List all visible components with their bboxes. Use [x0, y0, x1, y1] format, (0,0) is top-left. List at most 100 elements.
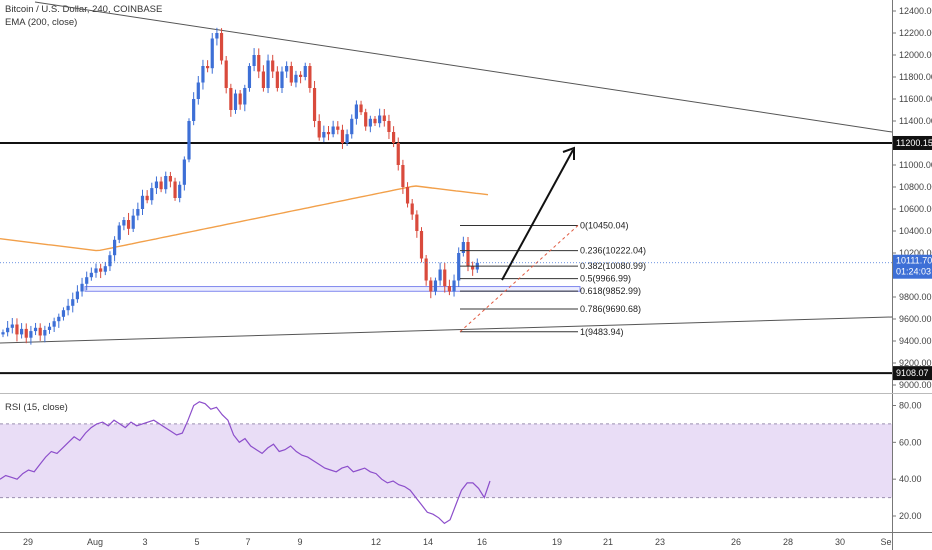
candle-body — [415, 214, 419, 231]
candle-body — [392, 132, 396, 143]
candle-body — [224, 60, 228, 88]
candle-body — [396, 143, 400, 165]
candle-body — [122, 220, 126, 226]
candle-body — [215, 33, 219, 39]
rsi-tick-label: 60.00 — [899, 437, 922, 447]
candle-body — [285, 66, 289, 72]
time-tick-label: 30 — [835, 537, 845, 547]
candle-body — [243, 88, 247, 105]
key-level-tag — [893, 366, 932, 381]
candle-body — [443, 269, 447, 286]
candle-body — [113, 239, 117, 256]
candle-body — [336, 126, 340, 130]
price-tick-label: 9000.00 — [899, 380, 932, 390]
candle-body — [350, 118, 354, 135]
candle-body — [136, 209, 140, 216]
support-zone — [84, 286, 581, 292]
fib-level-label: 1(9483.94) — [580, 327, 624, 337]
candle-body — [154, 181, 159, 189]
candle-body — [419, 231, 424, 259]
candle-body — [52, 321, 56, 327]
candle-body — [364, 112, 368, 127]
time-tick-label: 7 — [245, 537, 250, 547]
fib-level-label: 0.236(10222.04) — [580, 246, 646, 256]
rsi-tick-label: 20.00 — [899, 511, 922, 521]
candle-body — [275, 71, 279, 88]
price-tick-label: 9400.00 — [899, 336, 932, 346]
candle-body — [1, 332, 5, 335]
candle-body — [182, 159, 186, 185]
price-tick-label: 12000.00 — [899, 50, 932, 60]
time-tick-label: 28 — [783, 537, 793, 547]
candle-body — [345, 134, 349, 143]
time-tick-label: 9 — [297, 537, 302, 547]
price-tick-label: 9600.00 — [899, 314, 932, 324]
candle-body — [94, 268, 98, 273]
candle-body — [308, 66, 312, 88]
candle-body — [359, 104, 363, 113]
candle-body — [57, 316, 61, 322]
candle-body — [322, 132, 326, 138]
fib-level-label: 0.786(9690.68) — [580, 304, 641, 314]
descending-trendline — [34, 1, 893, 133]
candle-body — [289, 66, 293, 83]
projection-arrow-head — [562, 146, 575, 160]
rsi-line — [0, 401, 491, 525]
price-tick-label: 12400.00 — [899, 6, 932, 16]
candle-body — [294, 74, 298, 83]
candle-body — [20, 328, 24, 335]
candle-body — [29, 331, 33, 338]
candle-body — [410, 203, 414, 215]
time-tick-label: 3 — [142, 537, 147, 547]
candle-body — [159, 181, 163, 190]
candle-body — [6, 327, 10, 333]
countdown-label: 01:24:03 — [896, 267, 931, 277]
fib-level-label: 0(10450.04) — [580, 220, 629, 230]
rsi-tick-label: 80.00 — [899, 401, 922, 411]
time-tick-label: 21 — [603, 537, 613, 547]
candle-body — [257, 55, 261, 72]
candle-body — [140, 195, 145, 209]
candle-body — [85, 277, 89, 284]
price-tick-label: 9200.00 — [899, 358, 932, 368]
candle-body — [103, 266, 107, 272]
time-tick-label: Se — [880, 537, 891, 547]
fib-level-label: 0.5(9966.99) — [580, 274, 631, 284]
candle-body — [266, 60, 270, 88]
candle-body — [196, 82, 200, 99]
candle-body — [466, 242, 470, 267]
candle-body — [192, 99, 196, 121]
candle-body — [312, 88, 317, 121]
ema-legend: EMA (200, close) — [5, 17, 78, 28]
candle-body — [368, 118, 372, 127]
price-tick-label: 11400.00 — [899, 116, 932, 126]
ascending-trendline — [0, 316, 893, 344]
candle-body — [10, 324, 14, 328]
candle-body — [24, 328, 28, 338]
candle-body — [452, 280, 456, 292]
candle-body — [238, 93, 242, 105]
projection-arrow-shaft — [501, 149, 574, 281]
candle-body — [373, 118, 377, 124]
last-price-tag — [893, 254, 932, 279]
candle-body — [340, 129, 345, 143]
candle-body — [168, 176, 172, 182]
candle-body — [354, 104, 358, 119]
time-tick-label: 16 — [477, 537, 487, 547]
candle-body — [229, 88, 233, 110]
candle-body — [108, 255, 112, 267]
candle-body — [433, 280, 438, 292]
candle-body — [201, 66, 205, 83]
price-tick-label: 10200.00 — [899, 248, 932, 258]
candle-body — [326, 132, 331, 135]
candle-body — [387, 121, 391, 132]
candle-body — [233, 93, 238, 110]
candle-body — [471, 266, 475, 270]
time-tick-label: 12 — [371, 537, 381, 547]
fib-level-label: 0.382(10080.99) — [580, 261, 646, 271]
candle-body — [61, 310, 66, 317]
candle-body — [117, 225, 121, 240]
candle-body — [145, 195, 149, 201]
price-tick-label: 11800.00 — [899, 72, 932, 82]
